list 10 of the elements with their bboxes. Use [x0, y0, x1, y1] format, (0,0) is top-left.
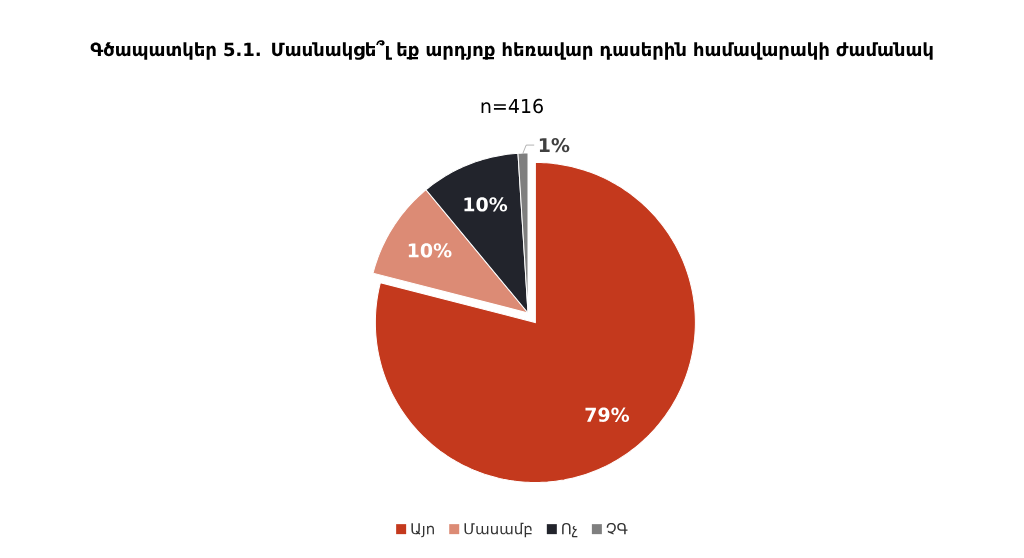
data-label: 1%: [539, 137, 570, 153]
chart-title: Գծապատկեր 5.1. Մասնակցե՞լ եք արդյոք հեռավար դասերին համավարակի ժամանակ: [90, 40, 933, 60]
data-label: 79%: [585, 407, 630, 422]
legend-label: Այո: [411, 523, 434, 538]
legend-label: Ոչ: [562, 523, 578, 538]
legend-label: ՉԳ: [606, 522, 628, 535]
legend-label: Մասամբ: [464, 522, 532, 538]
data-label: 10%: [408, 243, 452, 258]
chart-subtitle: n=416: [481, 98, 543, 114]
data-label: 10%: [464, 197, 508, 212]
